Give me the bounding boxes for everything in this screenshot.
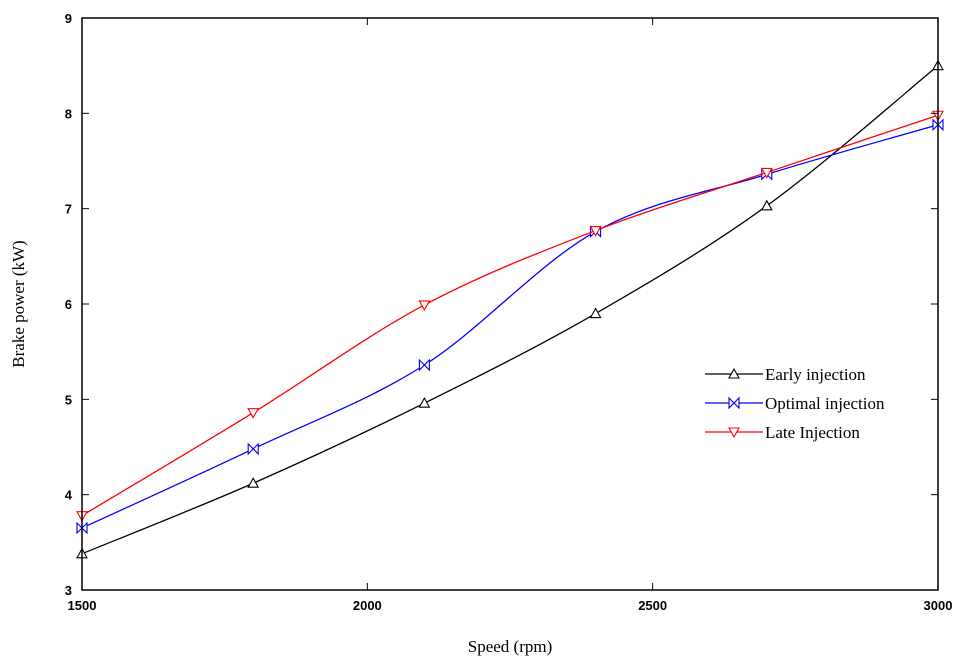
series-line (81, 114, 939, 517)
data-point (247, 408, 260, 419)
y-tick-label: 3 (65, 583, 72, 598)
y-tick-label: 6 (65, 297, 72, 312)
y-tick-label: 8 (65, 106, 72, 121)
x-axis-title: Speed (rpm) (468, 637, 553, 656)
x-tick-label: 2000 (353, 598, 382, 613)
legend-marker (728, 396, 740, 410)
x-tick-label: 3000 (924, 598, 953, 613)
y-axis-title: Brake power (kW) (9, 240, 28, 367)
y-tick-label: 5 (65, 392, 72, 407)
legend-entry: Late Injection (705, 423, 860, 442)
data-point (247, 442, 259, 456)
x-tick-label: 1500 (68, 598, 97, 613)
y-tick-label: 9 (65, 11, 72, 26)
y-tick-label: 4 (65, 488, 73, 503)
data-point (760, 167, 773, 179)
legend-marker (728, 427, 740, 439)
legend-marker (728, 367, 740, 379)
x-tick-label: 2500 (638, 598, 667, 613)
data-point (418, 397, 431, 408)
legend: Early injection Optimal injection Late Inj… (705, 365, 885, 442)
data-point (760, 199, 773, 211)
legend-entry: Early injection (705, 365, 866, 384)
series-line (81, 124, 939, 529)
legend-label: Optimal injection (765, 394, 885, 413)
legend-label: Early injection (765, 365, 866, 384)
data-point (418, 358, 430, 372)
data-point (247, 477, 260, 488)
series-line (81, 65, 939, 555)
data-point (418, 300, 431, 312)
tick-layer: 1500 2000 2500 3000 3 4 5 6 7 8 9 (65, 11, 953, 613)
y-tick-label: 7 (65, 202, 72, 217)
legend-label: Late Injection (765, 423, 860, 442)
legend-entry: Optimal injection (705, 394, 885, 413)
data-point (589, 307, 602, 319)
data-point (589, 226, 602, 237)
